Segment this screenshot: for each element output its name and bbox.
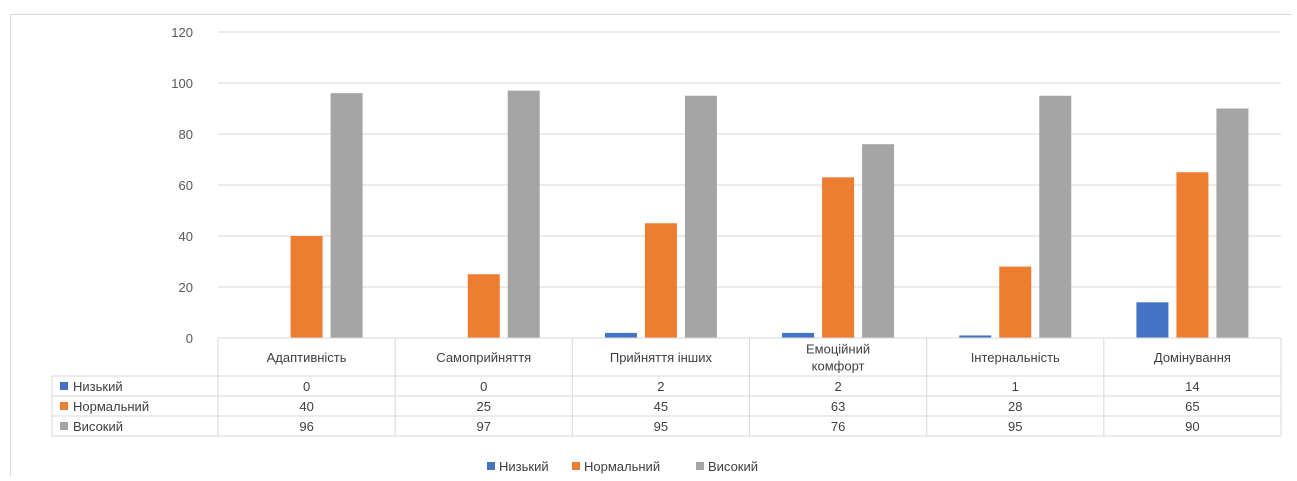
- category-label: Інтернальність: [971, 350, 1060, 365]
- table-cell-value: 28: [1008, 399, 1022, 414]
- table-cell-value: 97: [477, 419, 491, 434]
- category-label: Самоприйняття: [436, 350, 531, 365]
- table-series-name: Нормальний: [73, 399, 149, 414]
- table-legend-key: [60, 402, 68, 410]
- table-cell-value: 25: [477, 399, 491, 414]
- table-cell-value: 95: [1008, 419, 1022, 434]
- legend-label: Низький: [499, 459, 549, 474]
- legend-key: [696, 462, 704, 470]
- table-cell-value: 2: [657, 379, 664, 394]
- legend-label: Високий: [708, 459, 758, 474]
- table-cell-value: 76: [831, 419, 845, 434]
- category-label: Адаптивність: [267, 350, 347, 365]
- y-tick-label: 60: [179, 178, 193, 193]
- category-label: Прийняття інших: [610, 350, 713, 365]
- bar: [330, 93, 363, 338]
- bar: [604, 332, 637, 338]
- bar: [644, 223, 677, 338]
- y-tick-label: 100: [171, 76, 193, 91]
- bar: [999, 266, 1032, 338]
- y-tick-label: 0: [186, 331, 193, 346]
- legend-key: [572, 462, 580, 470]
- table-cell-value: 14: [1185, 379, 1199, 394]
- legend-key: [487, 462, 495, 470]
- table-cell-value: 0: [480, 379, 487, 394]
- bar: [467, 274, 500, 338]
- bar: [684, 95, 717, 338]
- table-cell-value: 95: [654, 419, 668, 434]
- bar: [959, 335, 992, 338]
- bar: [862, 144, 895, 338]
- bar: [782, 332, 815, 338]
- table-series-name: Низький: [73, 379, 123, 394]
- bar: [1136, 302, 1169, 338]
- table-cell-value: 45: [654, 399, 668, 414]
- table-cell-value: 40: [299, 399, 313, 414]
- y-tick-label: 20: [179, 280, 193, 295]
- bar: [1216, 108, 1249, 338]
- bar: [822, 177, 855, 338]
- table-cell-value: 63: [831, 399, 845, 414]
- table-cell-value: 90: [1185, 419, 1199, 434]
- table-cell-value: 65: [1185, 399, 1199, 414]
- bar: [290, 236, 323, 338]
- chart-frame: [10, 14, 1292, 476]
- table-legend-key: [60, 382, 68, 390]
- bar: [1039, 95, 1072, 338]
- y-tick-label: 80: [179, 127, 193, 142]
- category-label: Домінування: [1154, 350, 1231, 365]
- y-tick-label: 40: [179, 229, 193, 244]
- table-series-name: Високий: [73, 419, 123, 434]
- table-cell-value: 0: [303, 379, 310, 394]
- bar: [1176, 172, 1209, 338]
- table-legend-key: [60, 422, 68, 430]
- table-cell-value: 96: [299, 419, 313, 434]
- y-tick-label: 120: [171, 25, 193, 40]
- table-cell-value: 2: [834, 379, 841, 394]
- table-cell-value: 1: [1012, 379, 1019, 394]
- category-label: Емоційний комфорт: [806, 342, 870, 374]
- legend-label: Нормальний: [584, 459, 660, 474]
- bar: [507, 90, 540, 339]
